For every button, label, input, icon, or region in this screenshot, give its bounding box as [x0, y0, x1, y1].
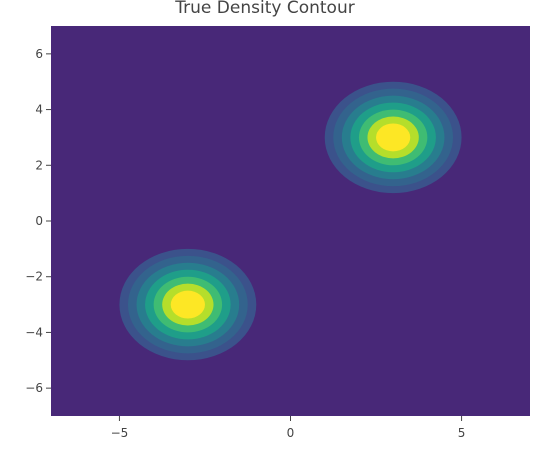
x-axis: −5 0 5 [111, 416, 466, 440]
y-tick-label: −4 [25, 325, 43, 339]
y-tick-label: 6 [35, 47, 43, 61]
y-tick-label: 0 [35, 214, 43, 228]
contour-level-1-7 [376, 123, 411, 152]
y-tick-label: 4 [35, 103, 43, 117]
y-axis: −6 −4 −2 0 2 4 6 [25, 47, 51, 395]
contour-level-2-7 [170, 290, 205, 319]
y-tick-label: −6 [25, 381, 43, 395]
contour-layer [119, 81, 462, 361]
x-tick-label: 0 [287, 426, 295, 440]
y-tick-label: 2 [35, 158, 43, 172]
x-tick-label: 5 [458, 426, 466, 440]
x-tick-label: −5 [111, 426, 129, 440]
y-tick-label: −2 [25, 270, 43, 284]
chart-title: True Density Contour [174, 0, 354, 18]
plot-area [51, 26, 530, 416]
